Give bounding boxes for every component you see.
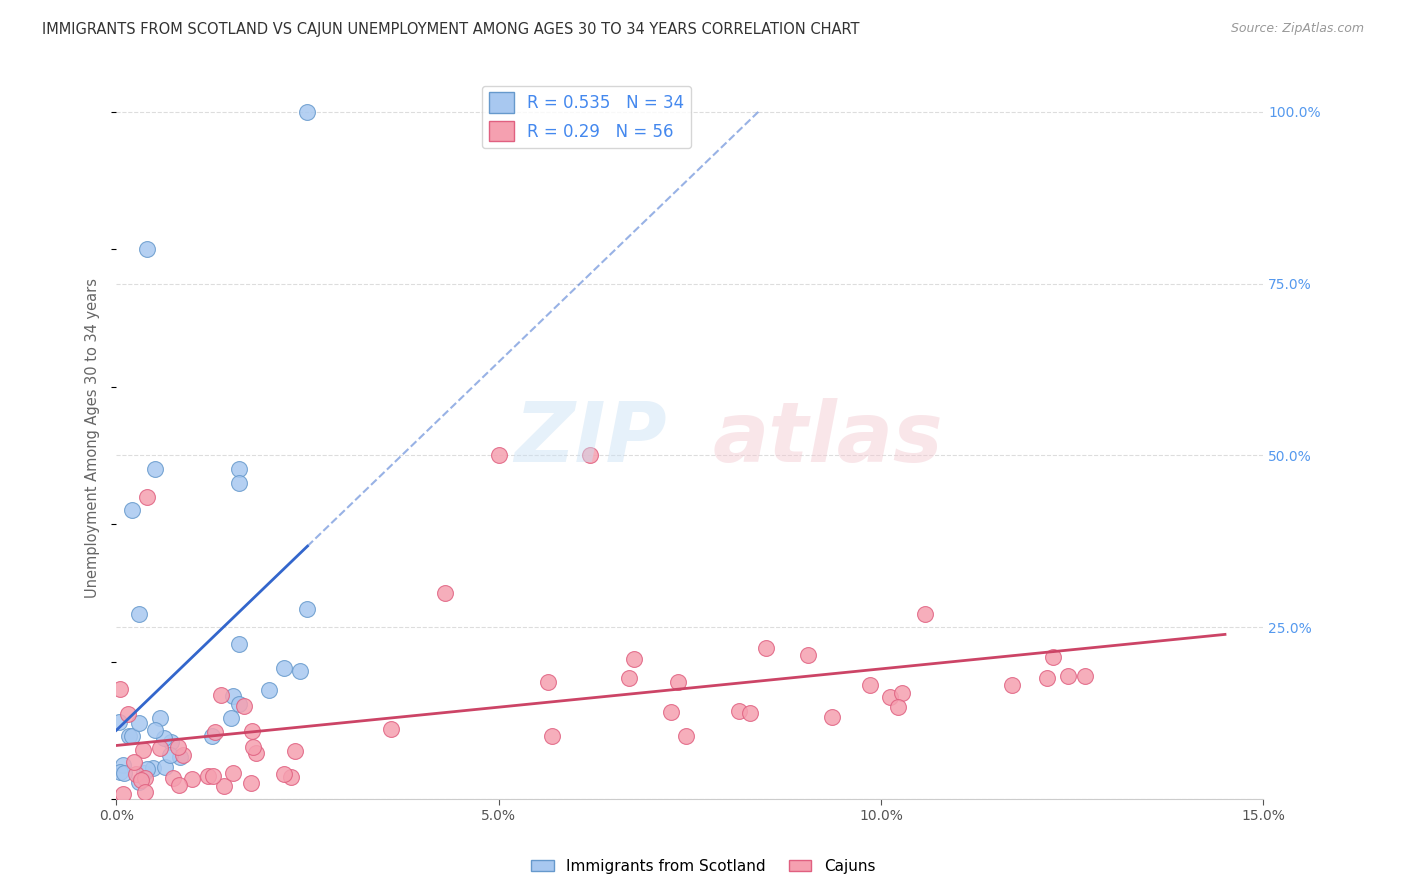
Point <box>661 705 683 719</box>
Point <box>537 675 560 690</box>
Point <box>141 761 163 775</box>
Point <box>135 762 157 776</box>
Point <box>245 746 267 760</box>
Point <box>297 104 319 119</box>
Point <box>209 688 232 702</box>
Point <box>134 785 156 799</box>
Point <box>121 503 143 517</box>
Text: Source: ZipAtlas.com: Source: ZipAtlas.com <box>1230 22 1364 36</box>
Point <box>240 724 263 739</box>
Point <box>128 607 150 621</box>
Point <box>579 449 602 463</box>
Point <box>273 661 295 675</box>
Point <box>212 779 235 793</box>
Point <box>162 771 184 785</box>
Point <box>132 743 155 757</box>
Point <box>221 766 243 780</box>
Legend: R = 0.535   N = 34, R = 0.29   N = 56: R = 0.535 N = 34, R = 0.29 N = 56 <box>482 86 690 148</box>
Point <box>112 766 135 780</box>
Point <box>132 766 155 780</box>
Point <box>280 770 302 784</box>
Point <box>128 715 150 730</box>
Point <box>488 449 510 463</box>
Point <box>380 722 402 736</box>
Point <box>821 710 844 724</box>
Point <box>124 755 146 769</box>
Point <box>228 475 250 490</box>
Point <box>153 731 176 745</box>
Point <box>219 711 242 725</box>
Point <box>159 748 181 763</box>
Point <box>167 740 190 755</box>
Y-axis label: Unemployment Among Ages 30 to 34 years: Unemployment Among Ages 30 to 34 years <box>86 278 100 599</box>
Point <box>284 744 307 758</box>
Point <box>111 787 134 801</box>
Point <box>233 698 256 713</box>
Point <box>204 724 226 739</box>
Point <box>288 664 311 678</box>
Point <box>108 682 131 697</box>
Text: IMMIGRANTS FROM SCOTLAND VS CAJUN UNEMPLOYMENT AMONG AGES 30 TO 34 YEARS CORRELA: IMMIGRANTS FROM SCOTLAND VS CAJUN UNEMPL… <box>42 22 859 37</box>
Point <box>128 774 150 789</box>
Point <box>273 767 295 781</box>
Point <box>434 586 457 600</box>
Point <box>149 711 172 725</box>
Legend: Immigrants from Scotland, Cajuns: Immigrants from Scotland, Cajuns <box>524 853 882 880</box>
Point <box>891 686 914 700</box>
Point <box>886 699 908 714</box>
Point <box>112 757 135 772</box>
Point <box>125 766 148 780</box>
Point <box>172 748 194 763</box>
Point <box>160 735 183 749</box>
Point <box>169 779 191 793</box>
Point <box>222 690 245 704</box>
Point <box>228 698 250 712</box>
Point <box>666 675 689 690</box>
Point <box>181 772 204 786</box>
Point <box>675 729 697 743</box>
Point <box>108 764 131 779</box>
Point <box>121 729 143 743</box>
Point <box>143 462 166 476</box>
Point <box>134 771 156 785</box>
Point <box>755 640 778 655</box>
Point <box>728 704 751 718</box>
Text: atlas: atlas <box>713 398 943 479</box>
Point <box>1074 668 1097 682</box>
Point <box>149 740 172 755</box>
Point <box>914 607 936 622</box>
Point <box>117 706 139 721</box>
Point <box>297 602 319 616</box>
Point <box>118 729 141 743</box>
Point <box>153 759 176 773</box>
Point <box>1042 649 1064 664</box>
Point <box>135 490 157 504</box>
Point <box>201 729 224 743</box>
Point <box>859 678 882 692</box>
Point <box>879 690 901 705</box>
Point <box>623 652 645 666</box>
Point <box>143 723 166 738</box>
Point <box>1056 668 1078 682</box>
Point <box>135 242 157 256</box>
Point <box>107 714 129 729</box>
Point <box>131 773 153 788</box>
Point <box>228 637 250 651</box>
Point <box>1036 671 1059 685</box>
Point <box>197 769 219 783</box>
Text: ZIP: ZIP <box>515 398 666 479</box>
Point <box>541 729 564 743</box>
Point <box>619 671 641 685</box>
Point <box>257 682 280 697</box>
Point <box>797 648 820 663</box>
Point <box>201 769 224 783</box>
Point <box>242 739 264 754</box>
Point <box>1001 678 1024 692</box>
Point <box>228 462 250 476</box>
Point <box>240 775 263 789</box>
Point <box>740 706 762 720</box>
Point <box>169 749 191 764</box>
